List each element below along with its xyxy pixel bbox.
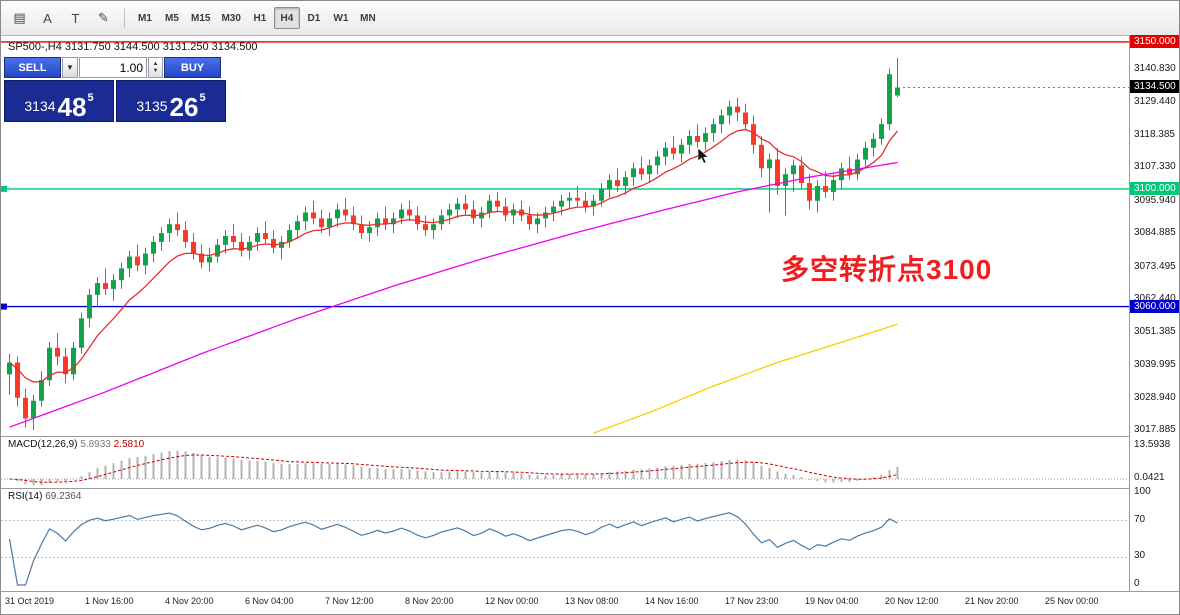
time-axis-label: 4 Nov 20:00 <box>165 596 214 606</box>
price-level-tag: 3100.000 <box>1130 181 1179 195</box>
price-axis-label: 3073.495 <box>1134 260 1176 272</box>
trade-prices-row: 3134 48 5 3135 26 5 <box>4 80 226 122</box>
spin-down-icon[interactable]: ▼ <box>152 67 159 74</box>
bid-price-display[interactable]: 3134 48 5 <box>4 80 114 122</box>
ask-pips: 26 <box>169 91 199 122</box>
volume-dropdown-button[interactable]: ▼ <box>62 57 78 78</box>
time-axis-label: 14 Nov 16:00 <box>645 596 699 606</box>
rsi-chart-canvas[interactable] <box>1 489 1129 592</box>
bid-big-figure: 3134 <box>24 98 56 114</box>
rsi-header: RSI(14) 69.2364 <box>8 491 81 502</box>
chart-annotation-text: 多空转折点3100 <box>781 254 993 285</box>
time-axis-label: 31 Oct 2019 <box>5 596 55 606</box>
cursor-icon[interactable]: A <box>34 6 61 30</box>
time-axis-label: 21 Nov 20:00 <box>965 596 1019 606</box>
toolbar-separator <box>124 8 125 28</box>
price-axis-label: 3084.885 <box>1134 227 1176 239</box>
rsi-axis-label: 0 <box>1134 578 1140 589</box>
time-axis[interactable]: 31 Oct 2019 1 Nov 16:00 4 Nov 20:00 6 Nov 0… <box>1 591 1179 614</box>
timeframe-m1[interactable]: M1 <box>132 7 158 29</box>
time-axis-label: 12 Nov 00:00 <box>485 596 539 606</box>
time-axis-label: 25 Nov 00:00 <box>1045 596 1099 606</box>
volume-stepper[interactable]: ▲ ▼ <box>148 57 163 78</box>
volume-input[interactable] <box>79 57 147 78</box>
text-icon[interactable]: T <box>62 6 89 30</box>
price-axis[interactable]: 3140.830 3129.440 3118.385 3107.330 3095.940… <box>1129 34 1179 591</box>
timeframe-h1[interactable]: H1 <box>247 7 273 29</box>
mouse-cursor-icon <box>698 148 709 164</box>
rsi-value: 69.2364 <box>45 491 82 502</box>
price-level-tag: 3060.000 <box>1130 299 1179 313</box>
price-axis-label: 3028.940 <box>1134 391 1176 403</box>
price-axis-label: 3039.995 <box>1134 359 1176 371</box>
toolbar: ▤ A T ✎ M1 M5 M15 M30 H1 H4 D1 W1 MN <box>1 1 1179 36</box>
rsi-axis-label: 30 <box>1134 550 1146 562</box>
price-axis-label: 3062.440 <box>1134 293 1176 304</box>
sell-button[interactable]: SELL <box>4 57 61 78</box>
bid-fraction: 5 <box>87 92 94 104</box>
price-axis-label: 3129.440 <box>1134 96 1176 108</box>
macd-axis-label: 0.0421 <box>1134 472 1165 483</box>
chart-list-icon[interactable]: ▤ <box>6 6 33 30</box>
macd-header: MACD(12,26,9) 5.8933 2.5810 <box>8 439 144 450</box>
rsi-label: RSI(14) <box>8 491 43 502</box>
toolbar-icon-group: ▤ A T ✎ <box>6 6 117 30</box>
macd-chart-canvas[interactable] <box>1 437 1129 489</box>
time-axis-label: 8 Nov 20:00 <box>405 596 454 606</box>
timeframe-button-group: M1 M5 M15 M30 H1 H4 D1 W1 MN <box>132 7 381 29</box>
time-axis-label: 1 Nov 16:00 <box>85 596 134 606</box>
price-axis-label: 3017.885 <box>1134 424 1176 436</box>
price-axis-label: 3051.385 <box>1134 325 1176 337</box>
time-axis-label: 17 Nov 23:00 <box>725 596 779 606</box>
timeframe-w1[interactable]: W1 <box>328 7 354 29</box>
macd-signal-value: 2.5810 <box>113 439 145 450</box>
timeframe-mn[interactable]: MN <box>355 7 381 29</box>
draw-icon[interactable]: ✎ <box>90 6 117 30</box>
ask-big-figure: 3135 <box>136 98 168 114</box>
macd-label: MACD(12,26,9) <box>8 439 78 450</box>
price-axis-label: 3107.330 <box>1134 161 1176 173</box>
price-level-tag: 3150.000 <box>1130 34 1179 48</box>
candlestick-chart-canvas[interactable] <box>1 36 1129 436</box>
time-axis-label: 13 Nov 08:00 <box>565 596 619 606</box>
price-axis-label: 3118.385 <box>1134 128 1175 140</box>
price-axis-label: 3095.940 <box>1134 194 1176 206</box>
ask-fraction: 5 <box>199 92 206 104</box>
rsi-axis-label: 70 <box>1134 513 1146 525</box>
macd-indicator-panel[interactable]: MACD(12,26,9) 5.8933 2.5810 <box>1 436 1129 489</box>
rsi-indicator-panel[interactable]: RSI(14) 69.2364 <box>1 488 1129 592</box>
time-axis-label: 6 Nov 04:00 <box>245 596 294 606</box>
ask-price-display[interactable]: 3135 26 5 <box>116 80 226 122</box>
time-axis-label: 20 Nov 12:00 <box>885 596 939 606</box>
timeframe-h4[interactable]: H4 <box>273 7 300 29</box>
time-axis-label: 7 Nov 12:00 <box>325 596 374 606</box>
price-chart-panel[interactable]: SP500-,H4 3131.750 3144.500 3131.250 313… <box>1 36 1129 436</box>
bid-pips: 48 <box>57 91 87 122</box>
time-axis-label: 19 Nov 04:00 <box>805 596 859 606</box>
timeframe-d1[interactable]: D1 <box>301 7 327 29</box>
caret-down-icon: ▼ <box>66 63 74 72</box>
buy-button[interactable]: BUY <box>164 57 221 78</box>
timeframe-m15[interactable]: M15 <box>186 7 215 29</box>
chart-ohlc-header: SP500-,H4 3131.750 3144.500 3131.250 313… <box>8 41 258 53</box>
timeframe-m30[interactable]: M30 <box>216 7 245 29</box>
current-price-tag: 3134.500 <box>1130 80 1179 94</box>
spin-up-icon[interactable]: ▲ <box>152 60 159 67</box>
rsi-axis-label: 100 <box>1134 486 1151 497</box>
price-axis-label: 3140.830 <box>1134 62 1176 74</box>
timeframe-m5[interactable]: M5 <box>159 7 185 29</box>
macd-axis-label: 13.5938 <box>1134 439 1171 451</box>
trade-controls-row: SELL ▼ ▲▼ BUY <box>4 57 226 78</box>
macd-main-value: 5.8933 <box>80 439 111 450</box>
